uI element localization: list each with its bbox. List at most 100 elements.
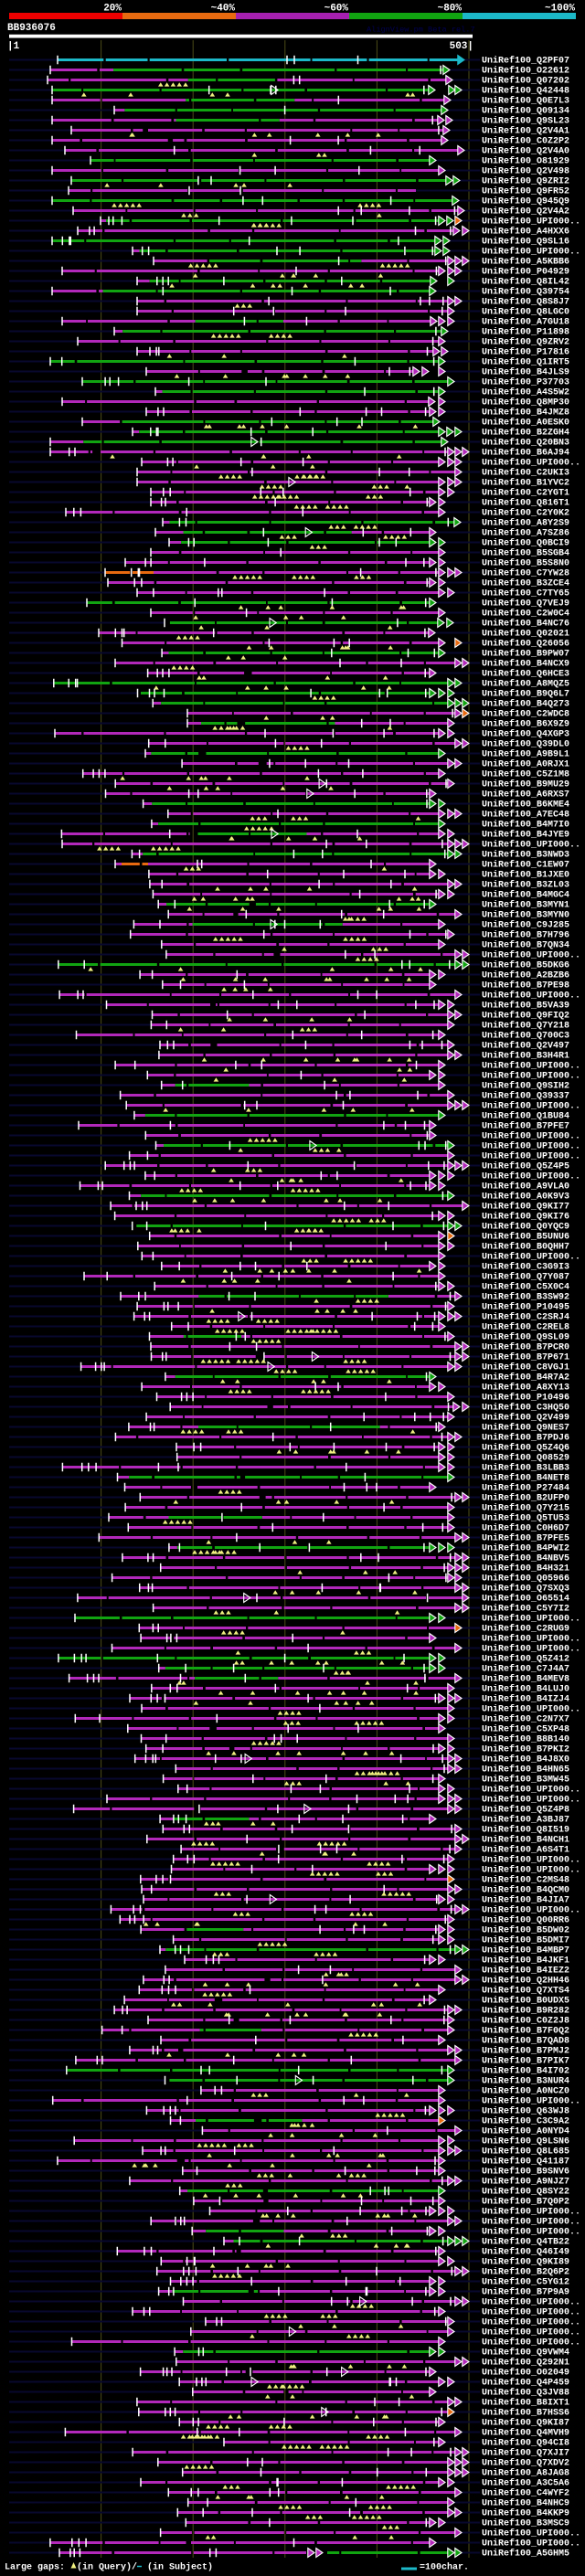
svg-text:UniRef100_B9MU29: UniRef100_B9MU29 [482, 779, 569, 790]
svg-text:UniRef100_O65514: UniRef100_O65514 [482, 1593, 569, 1604]
svg-text:UniRef100_B7Q0P2: UniRef100_B7Q0P2 [482, 2196, 569, 2207]
svg-text:UniRef100_UPI000..: UniRef100_UPI000.. [482, 949, 580, 960]
svg-text:UniRef100_B4Q273: UniRef100_B4Q273 [482, 698, 569, 709]
svg-text:UniRef100_Q05966: UniRef100_Q05966 [482, 1573, 569, 1584]
svg-text:UniRef100_Q700C3: UniRef100_Q700C3 [482, 1030, 569, 1041]
svg-text:UniRef100_Q42448: UniRef100_Q42448 [482, 85, 569, 96]
svg-text:UniRef100_P17816: UniRef100_P17816 [482, 346, 569, 357]
svg-text:UniRef100_UPI000..: UniRef100_UPI000.. [482, 839, 580, 850]
svg-text:UniRef100_C2SRJ4: UniRef100_C2SRJ4 [482, 1311, 569, 1322]
svg-text:UniRef100_UPI000..: UniRef100_UPI000.. [482, 1100, 580, 1111]
svg-text:UniRef100_Q2V4A0: UniRef100_Q2V4A0 [482, 145, 569, 156]
svg-text:UniRef100_B7QAD8: UniRef100_B7QAD8 [482, 2035, 569, 2046]
svg-text:UniRef100_Q7XTS4: UniRef100_Q7XTS4 [482, 1985, 569, 1996]
svg-text:UniRef100_Q2V4A1: UniRef100_Q2V4A1 [482, 125, 569, 136]
svg-text:UniRef100_B7PFE7: UniRef100_B7PFE7 [482, 1120, 569, 1131]
svg-text:UniRef100_UPI000..: UniRef100_UPI000.. [482, 1150, 580, 1161]
svg-text:UniRef100_Q292N1: UniRef100_Q292N1 [482, 2357, 569, 2368]
svg-text:UniRef100_A0K9V3: UniRef100_A0K9V3 [482, 1191, 569, 1202]
svg-text:UniRef100_Q1IRT5: UniRef100_Q1IRT5 [482, 356, 569, 367]
svg-text:UniRef100_B4NCX9: UniRef100_B4NCX9 [482, 658, 569, 669]
svg-text:UniRef100_A7EC48: UniRef100_A7EC48 [482, 809, 569, 820]
svg-text:UniRef100_UPI000..: UniRef100_UPI000.. [482, 2206, 580, 2217]
svg-text:UniRef100_B2ZGH4: UniRef100_B2ZGH4 [482, 427, 569, 438]
svg-text:UniRef100_B9Q6L7: UniRef100_B9Q6L7 [482, 688, 569, 699]
svg-text:Large gaps:: Large gaps: [5, 2563, 65, 2573]
svg-text:UniRef100_C1EW07: UniRef100_C1EW07 [482, 859, 569, 870]
svg-text:UniRef100_A9VLA0: UniRef100_A9VLA0 [482, 1181, 569, 1192]
svg-text:UniRef100_B7H796: UniRef100_B7H796 [482, 929, 569, 940]
svg-text:UniRef100_B4R7A2: UniRef100_B4R7A2 [482, 1372, 569, 1383]
svg-text:UniRef100_UPI000..: UniRef100_UPI000.. [482, 1794, 580, 1805]
svg-text:UniRef100_B5UNU6: UniRef100_B5UNU6 [482, 1231, 569, 1242]
svg-text:UniRef100_A9NJZ7: UniRef100_A9NJZ7 [482, 2176, 569, 2187]
svg-text:UniRef100_UPI000..: UniRef100_UPI000.. [482, 2296, 580, 2307]
svg-text:UniRef100_B0QHH7: UniRef100_B0QHH7 [482, 1241, 569, 1252]
svg-text:UniRef100_Q7XDV2: UniRef100_Q7XDV2 [482, 2457, 569, 2468]
svg-text:UniRef100_B3LBB3: UniRef100_B3LBB3 [482, 1462, 569, 1473]
svg-text:UniRef100_Q7Y218: UniRef100_Q7Y218 [482, 1020, 569, 1031]
svg-text:UniRef100_UPI000..: UniRef100_UPI000.. [482, 1703, 580, 1714]
svg-text:UniRef100_C3G9I3: UniRef100_C3G9I3 [482, 1261, 569, 1272]
svg-text:UniRef100_Q9KI76: UniRef100_Q9KI76 [482, 1211, 569, 1222]
svg-text:UniRef100_C5Z1M8: UniRef100_C5Z1M8 [482, 769, 569, 779]
svg-text:UniRef100_C0H6D7: UniRef100_C0H6D7 [482, 1522, 569, 1533]
svg-text:UniRef100_B4PWI2: UniRef100_B4PWI2 [482, 1542, 569, 1553]
svg-text:~100%: ~100% [545, 4, 575, 15]
svg-text:UniRef100_B7PCR0: UniRef100_B7PCR0 [482, 1341, 569, 1352]
svg-text:UniRef100_A8JAG8: UniRef100_A8JAG8 [482, 2467, 569, 2478]
svg-text:UniRef100_B3MSC9: UniRef100_B3MSC9 [482, 2518, 569, 2528]
svg-text:UniRef100_Q2HH46: UniRef100_Q2HH46 [482, 1975, 569, 1986]
svg-text:UniRef100_UPI000..: UniRef100_UPI000.. [482, 1613, 580, 1624]
svg-text:UniRef100_B9SNV6: UniRef100_B9SNV6 [482, 2166, 569, 2177]
svg-text:UniRef100_C2YGT1: UniRef100_C2YGT1 [482, 487, 569, 498]
svg-text:UniRef100_Q5Z4P5: UniRef100_Q5Z4P5 [482, 1161, 569, 1171]
svg-text:UniRef100_C2Y0K2: UniRef100_C2Y0K2 [482, 507, 569, 518]
svg-text:UniRef100_B1JXE0: UniRef100_B1JXE0 [482, 869, 569, 880]
svg-text:UniRef100_P27484: UniRef100_P27484 [482, 1482, 569, 1493]
svg-text:UniRef100_B4JKF1: UniRef100_B4JKF1 [482, 1955, 569, 1966]
svg-text:UniRef100_B4NHC9: UniRef100_B4NHC9 [482, 2497, 569, 2508]
svg-text:UniRef100_B4MEV8: UniRef100_B4MEV8 [482, 1673, 569, 1684]
svg-text:UniRef100_Q00RR6: UniRef100_Q00RR6 [482, 1914, 569, 1925]
svg-text:UniRef100_Q8LGC0: UniRef100_Q8LGC0 [482, 306, 569, 317]
svg-text:UniRef100_Q9FIQ2: UniRef100_Q9FIQ2 [482, 1010, 569, 1021]
svg-text:UniRef100_Q7XJI7: UniRef100_Q7XJI7 [482, 2447, 569, 2458]
svg-text:UniRef100_Q0YQC9: UniRef100_Q0YQC9 [482, 1221, 569, 1232]
svg-text:UniRef100_Q7Y087: UniRef100_Q7Y087 [482, 1271, 569, 1282]
svg-text:UniRef100_Q9VWM4: UniRef100_Q9VWM4 [482, 2347, 569, 2358]
svg-text:UniRef100_B3ZCE4: UniRef100_B3ZCE4 [482, 578, 569, 588]
svg-text:UniRef100_B7P671: UniRef100_B7P671 [482, 1352, 569, 1362]
svg-text:UniRef100_C2N7X7: UniRef100_C2N7X7 [482, 1713, 569, 1724]
svg-text:UniRef100_UPI000..: UniRef100_UPI000.. [482, 1251, 580, 1262]
svg-text:=100char.: =100char. [420, 2562, 469, 2573]
svg-text:UniRef100_C2UKI3: UniRef100_C2UKI3 [482, 467, 569, 478]
svg-text:UniRef100_Q9NES7: UniRef100_Q9NES7 [482, 1422, 569, 1433]
svg-text:UniRef100_Q7SXQ3: UniRef100_Q7SXQ3 [482, 1583, 569, 1594]
svg-text:UniRef100_UPI000..: UniRef100_UPI000.. [482, 1070, 580, 1081]
svg-text:UniRef100_Q7Y215: UniRef100_Q7Y215 [482, 1502, 569, 1513]
svg-text:UniRef100_B3NUR4: UniRef100_B3NUR4 [482, 2075, 569, 2086]
svg-text:UniRef100_O81929: UniRef100_O81929 [482, 155, 569, 166]
svg-text:UniRef100_Q39754: UniRef100_Q39754 [482, 286, 569, 297]
svg-text:UniRef100_Q9LSN6: UniRef100_Q9LSN6 [482, 2136, 569, 2147]
svg-text:UniRef100_B2Q6P2: UniRef100_B2Q6P2 [482, 2266, 569, 2277]
svg-text:UniRef100_Q1BU84: UniRef100_Q1BU84 [482, 1110, 569, 1121]
svg-text:UniRef100_UPI000..: UniRef100_UPI000.. [482, 216, 580, 227]
svg-text:UniRef100_B5SGB4: UniRef100_B5SGB4 [482, 547, 569, 558]
svg-text:UniRef100_Q63WJ8: UniRef100_Q63WJ8 [482, 2105, 569, 2116]
svg-text:UniRef100_B3H4R1: UniRef100_B3H4R1 [482, 1050, 569, 1061]
svg-text:UniRef100_C3C9A2: UniRef100_C3C9A2 [482, 2115, 569, 2126]
svg-text:UniRef100_B4NBV5: UniRef100_B4NBV5 [482, 1553, 569, 1564]
svg-text:UniRef100_B3MYN0: UniRef100_B3MYN0 [482, 909, 569, 920]
svg-text:UniRef100_Q5TU53: UniRef100_Q5TU53 [482, 1512, 569, 1523]
svg-text:UniRef100_UPI000..: UniRef100_UPI000.. [482, 1854, 580, 1865]
svg-text:UniRef100_C7J4A7: UniRef100_C7J4A7 [482, 1663, 569, 1674]
svg-text:UniRef100_UPI000..: UniRef100_UPI000.. [482, 1130, 580, 1141]
svg-text:503|: 503| [450, 41, 473, 52]
svg-text:UniRef100_Q9ZRI2: UniRef100_Q9ZRI2 [482, 175, 569, 186]
svg-text:UniRef100_Q9KI89: UniRef100_Q9KI89 [482, 2256, 569, 2267]
svg-text:UniRef100_Q41187: UniRef100_Q41187 [482, 2156, 569, 2167]
svg-text:UniRef100_Q20BN3: UniRef100_Q20BN3 [482, 437, 569, 448]
svg-text:UniRef100_A0ESK0: UniRef100_A0ESK0 [482, 417, 569, 428]
